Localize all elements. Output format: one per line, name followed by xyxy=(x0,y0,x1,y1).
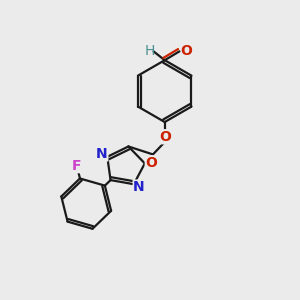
Text: O: O xyxy=(145,156,157,170)
Text: F: F xyxy=(72,159,82,172)
Text: O: O xyxy=(159,130,171,144)
Text: H: H xyxy=(145,44,155,58)
Text: O: O xyxy=(180,44,192,58)
Text: N: N xyxy=(96,147,108,161)
Text: N: N xyxy=(133,180,145,194)
